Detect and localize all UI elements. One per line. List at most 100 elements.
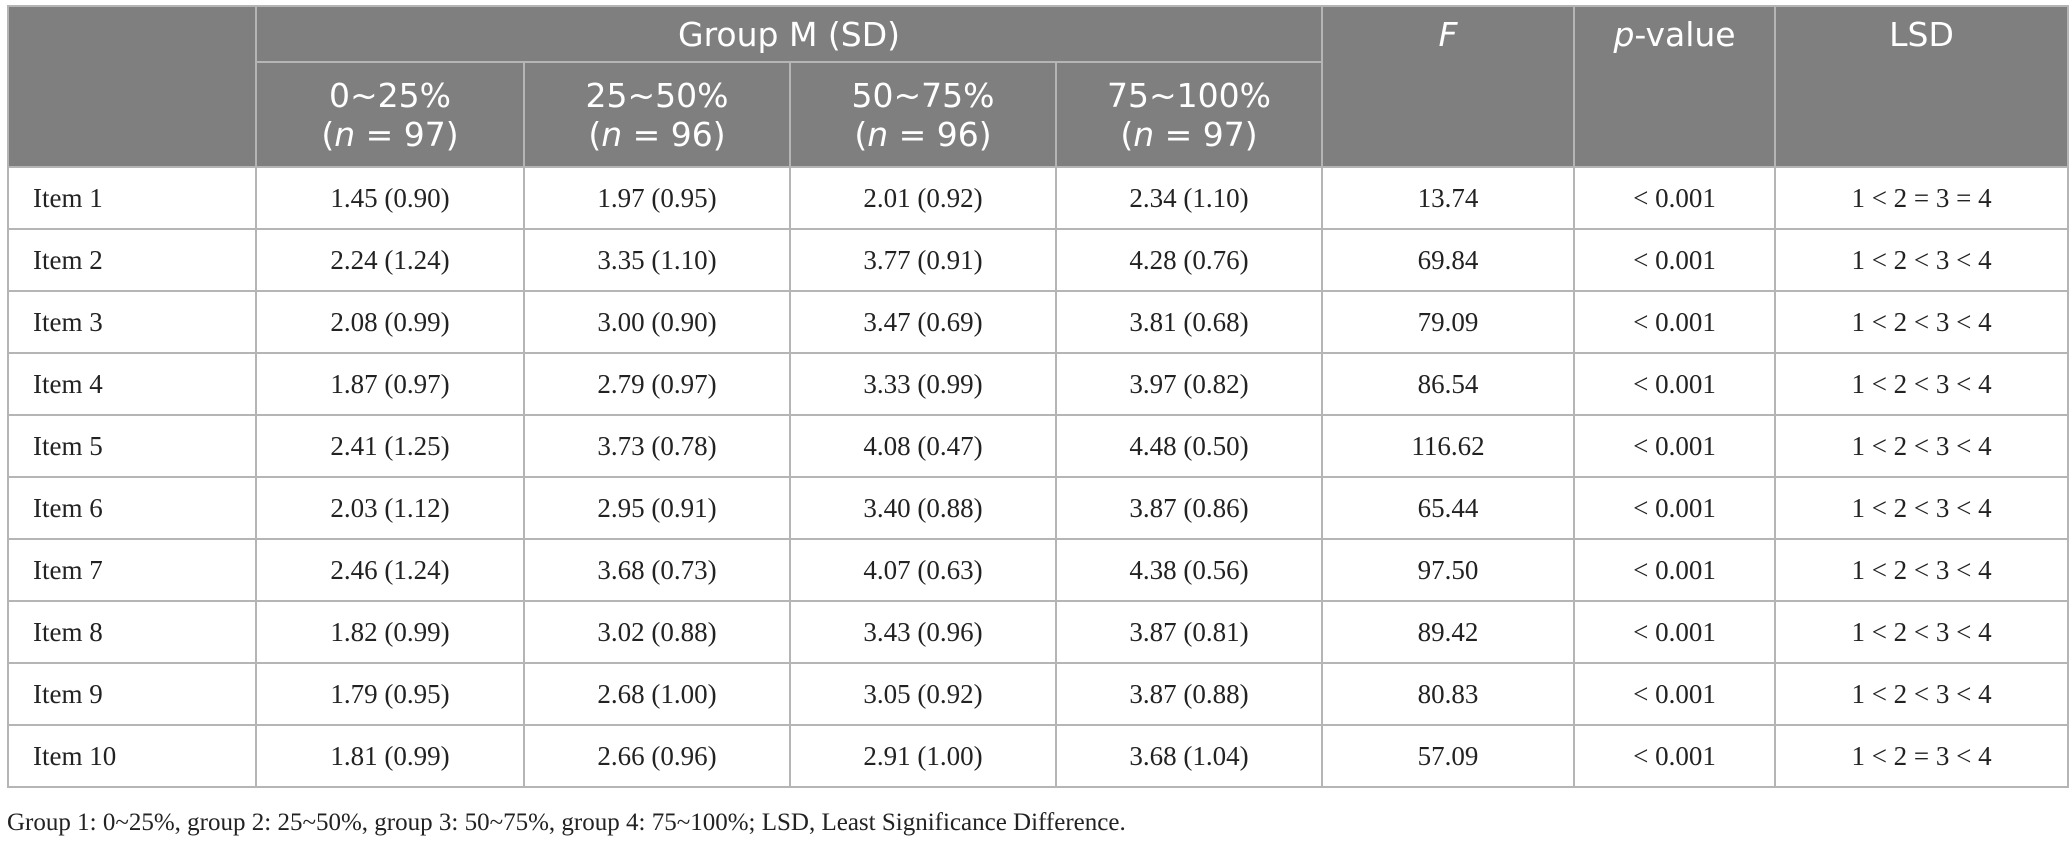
group-n: 97 <box>1202 114 1245 154</box>
group-3-cell: 4.07 (0.63) <box>789 538 1057 602</box>
group-4-header: 75~100% (n = 97) <box>1054 61 1324 168</box>
p-value-suffix: -value <box>1634 15 1736 54</box>
f-label: F <box>1438 15 1458 54</box>
lsd-cell: 1 < 2 < 3 < 4 <box>1774 538 2070 602</box>
f-cell: 97.50 <box>1321 538 1576 602</box>
f-cell: 57.09 <box>1321 724 1576 788</box>
group-1-cell: 1.45 (0.90) <box>255 166 525 230</box>
table-row: Item 1 1.45 (0.90) 1.97 (0.95) 2.01 (0.9… <box>7 166 2070 230</box>
table-row: Item 4 1.87 (0.97) 2.79 (0.97) 3.33 (0.9… <box>7 352 2070 416</box>
group-1-header: 0~25% (n = 97) <box>255 61 525 168</box>
group-1-cell: 1.79 (0.95) <box>255 662 525 726</box>
group-3-cell: 3.33 (0.99) <box>789 352 1057 416</box>
group-3-cell: 3.05 (0.92) <box>789 662 1057 726</box>
group-1-cell: 2.41 (1.25) <box>255 414 525 478</box>
table-header: Group M (SD) F p-value LSD 0~25% (n = 97)… <box>7 5 2070 168</box>
p-value-header: p-value <box>1573 5 1777 168</box>
statistics-table: Group M (SD) F p-value LSD 0~25% (n = 97)… <box>7 5 2070 788</box>
item-cell: Item 7 <box>7 538 257 602</box>
table-row: Item 3 2.08 (0.99) 3.00 (0.90) 3.47 (0.6… <box>7 290 2070 354</box>
table-row: Item 8 1.82 (0.99) 3.02 (0.88) 3.43 (0.9… <box>7 600 2070 664</box>
group-4-cell: 3.68 (1.04) <box>1054 724 1324 788</box>
group-2-cell: 2.95 (0.91) <box>523 476 791 540</box>
p-value-cell: < 0.001 <box>1573 414 1777 478</box>
n-symbol: n <box>867 114 889 154</box>
n-symbol: n <box>1133 114 1155 154</box>
group-4-cell: 3.97 (0.82) <box>1054 352 1324 416</box>
group-header: Group M (SD) <box>254 5 1324 63</box>
group-1-cell: 2.46 (1.24) <box>255 538 525 602</box>
group-n: 96 <box>670 114 713 154</box>
f-cell: 116.62 <box>1321 414 1576 478</box>
group-4-cell: 3.81 (0.68) <box>1054 290 1324 354</box>
p-label: p <box>1613 15 1635 54</box>
group-3-cell: 3.43 (0.96) <box>789 600 1057 664</box>
group-n: 96 <box>936 114 979 154</box>
group-3-cell: 4.08 (0.47) <box>789 414 1057 478</box>
lsd-cell: 1 < 2 < 3 < 4 <box>1774 476 2070 540</box>
group-1-cell: 1.82 (0.99) <box>255 600 525 664</box>
f-header: F <box>1321 5 1576 168</box>
item-cell: Item 1 <box>7 166 257 230</box>
group-3-header: 50~75% (n = 96) <box>789 61 1057 168</box>
group-3-cell: 3.40 (0.88) <box>789 476 1057 540</box>
group-4-cell: 2.34 (1.10) <box>1054 166 1324 230</box>
group-4-cell: 3.87 (0.86) <box>1054 476 1324 540</box>
p-value-cell: < 0.001 <box>1573 476 1777 540</box>
group-1-cell: 2.03 (1.12) <box>255 476 525 540</box>
group-4-cell: 4.28 (0.76) <box>1054 228 1324 292</box>
n-symbol: n <box>334 114 356 154</box>
table-footnote: Group 1: 0~25%, group 2: 25~50%, group 3… <box>7 809 1126 836</box>
group-4-cell: 3.87 (0.81) <box>1054 600 1324 664</box>
group-3-cell: 2.91 (1.00) <box>789 724 1057 788</box>
group-range: 25~50% <box>585 75 729 115</box>
group-n: 97 <box>403 114 446 154</box>
n-equals: = <box>888 114 937 154</box>
item-cell: Item 4 <box>7 352 257 416</box>
p-value-cell: < 0.001 <box>1573 166 1777 230</box>
group-2-cell: 3.02 (0.88) <box>523 600 791 664</box>
item-cell: Item 3 <box>7 290 257 354</box>
group-2-cell: 1.97 (0.95) <box>523 166 791 230</box>
lsd-header: LSD <box>1774 5 2070 168</box>
table-row: Item 2 2.24 (1.24) 3.35 (1.10) 3.77 (0.9… <box>7 228 2070 292</box>
lsd-cell: 1 < 2 < 3 < 4 <box>1774 290 2070 354</box>
table-row: Item 6 2.03 (1.12) 2.95 (0.91) 3.40 (0.8… <box>7 476 2070 540</box>
p-value-cell: < 0.001 <box>1573 228 1777 292</box>
p-value-cell: < 0.001 <box>1573 724 1777 788</box>
lsd-cell: 1 < 2 < 3 < 4 <box>1774 228 2070 292</box>
p-value-cell: < 0.001 <box>1573 290 1777 354</box>
group-2-cell: 2.68 (1.00) <box>523 662 791 726</box>
group-2-cell: 3.00 (0.90) <box>523 290 791 354</box>
p-value-cell: < 0.001 <box>1573 352 1777 416</box>
f-cell: 65.44 <box>1321 476 1576 540</box>
group-4-cell: 4.38 (0.56) <box>1054 538 1324 602</box>
table-row: Item 7 2.46 (1.24) 3.68 (0.73) 4.07 (0.6… <box>7 538 2070 602</box>
item-cell: Item 8 <box>7 600 257 664</box>
f-cell: 13.74 <box>1321 166 1576 230</box>
group-1-cell: 2.08 (0.99) <box>255 290 525 354</box>
lsd-cell: 1 < 2 = 3 < 4 <box>1774 724 2070 788</box>
item-cell: Item 5 <box>7 414 257 478</box>
group-range: 75~100% <box>1107 75 1272 115</box>
lsd-cell: 1 < 2 < 3 < 4 <box>1774 600 2070 664</box>
group-2-cell: 3.68 (0.73) <box>523 538 791 602</box>
f-cell: 69.84 <box>1321 228 1576 292</box>
table-body: Item 1 1.45 (0.90) 1.97 (0.95) 2.01 (0.9… <box>7 166 2070 788</box>
group-2-header: 25~50% (n = 96) <box>523 61 791 168</box>
header-blank-cell <box>7 5 257 168</box>
group-4-cell: 4.48 (0.50) <box>1054 414 1324 478</box>
f-cell: 80.83 <box>1321 662 1576 726</box>
group-3-cell: 2.01 (0.92) <box>789 166 1057 230</box>
table-row: Item 5 2.41 (1.25) 3.73 (0.78) 4.08 (0.4… <box>7 414 2070 478</box>
group-2-cell: 2.66 (0.96) <box>523 724 791 788</box>
group-4-cell: 3.87 (0.88) <box>1054 662 1324 726</box>
group-range: 0~25% <box>329 75 451 115</box>
group-1-cell: 1.87 (0.97) <box>255 352 525 416</box>
n-equals: = <box>355 114 404 154</box>
group-2-cell: 3.35 (1.10) <box>523 228 791 292</box>
table-row: Item 9 1.79 (0.95) 2.68 (1.00) 3.05 (0.9… <box>7 662 2070 726</box>
p-value-cell: < 0.001 <box>1573 538 1777 602</box>
f-cell: 79.09 <box>1321 290 1576 354</box>
item-cell: Item 2 <box>7 228 257 292</box>
